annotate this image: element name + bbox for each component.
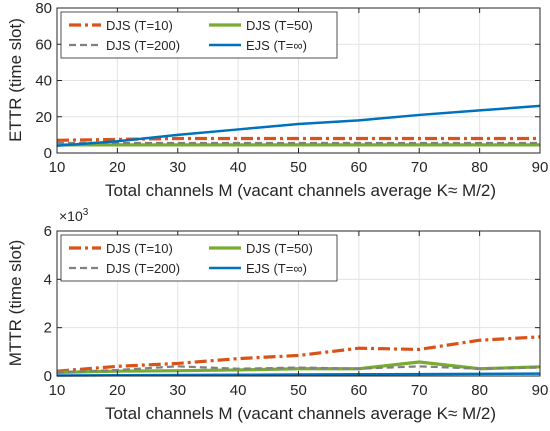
- x-tick-label: 40: [230, 382, 247, 399]
- series-line-4: [56, 104, 541, 147]
- x-tick-label: 80: [471, 159, 488, 176]
- y-tick-label: 20: [35, 109, 52, 126]
- x-tick-label: 70: [411, 382, 428, 399]
- y-exponent-power: 3: [83, 207, 89, 218]
- chart-panel-2: 10 20 30 40 50 60 70 80 90 0 2 4 6 Total channels M (…: [6, 207, 548, 423]
- legend-label-4: EJS (T=∞): [246, 261, 307, 276]
- legend-label-2: DJS (T=50): [246, 18, 313, 33]
- series-line-2: [56, 360, 541, 374]
- y-tick-label: 0: [44, 145, 52, 162]
- legend-label-3: DJS (T=200): [106, 261, 180, 276]
- legend-label-3: DJS (T=200): [106, 38, 180, 53]
- legend-label-1: DJS (T=10): [106, 241, 173, 256]
- x-tick-label: 20: [109, 159, 126, 176]
- x-tick-label: 60: [351, 159, 368, 176]
- x-tick-label: 30: [169, 382, 186, 399]
- x-tick-label: 20: [109, 382, 126, 399]
- legend: DJS (T=10) DJS (T=50) DJS (T=200) EJS (T=∞): [60, 234, 338, 282]
- x-tick-label: 10: [49, 159, 66, 176]
- y-tick-label: 4: [44, 271, 52, 288]
- y-tick-label: 0: [44, 368, 52, 385]
- y-axis-label: MTTR (time slot): [6, 240, 25, 367]
- legend-box: [60, 234, 338, 282]
- legend: DJS (T=10) DJS (T=50) DJS (T=200) EJS (T=∞): [60, 11, 338, 59]
- y-tick-label: 60: [35, 36, 52, 53]
- y-tick-label: 80: [35, 0, 52, 17]
- legend-label-4: EJS (T=∞): [246, 38, 307, 53]
- y-tick-label: 40: [35, 73, 52, 90]
- y-exponent-label: ×103: [59, 207, 89, 224]
- y-tick-label: 2: [44, 320, 52, 337]
- x-tick-label: 50: [290, 382, 307, 399]
- x-tick-label: 40: [230, 159, 247, 176]
- x-tick-label: 60: [351, 382, 368, 399]
- x-tick-label: 70: [411, 159, 428, 176]
- x-tick-label: 50: [290, 159, 307, 176]
- y-axis-label: ETTR (time slot): [6, 18, 25, 142]
- series-line-3: [56, 365, 541, 374]
- x-axis-label: Total channels M (vacant channels averag…: [105, 404, 496, 423]
- x-tick-label: 10: [49, 382, 66, 399]
- x-tick-label: 90: [532, 382, 549, 399]
- chart-panel-1: 10 20 30 40 50 60 70 80 90 0 20 40 60 80 Total channel…: [6, 0, 548, 200]
- y-tick-label: 6: [44, 223, 52, 240]
- x-tick-label: 30: [169, 159, 186, 176]
- legend-label-1: DJS (T=10): [106, 18, 173, 33]
- legend-box: [60, 11, 338, 59]
- y-exponent-base: ×10: [59, 208, 83, 224]
- x-axis-label: Total channels M (vacant channels averag…: [105, 181, 496, 200]
- x-tick-label: 80: [471, 382, 488, 399]
- legend-label-2: DJS (T=50): [246, 241, 313, 256]
- series-line-1: [56, 335, 541, 373]
- x-tick-label: 90: [532, 159, 549, 176]
